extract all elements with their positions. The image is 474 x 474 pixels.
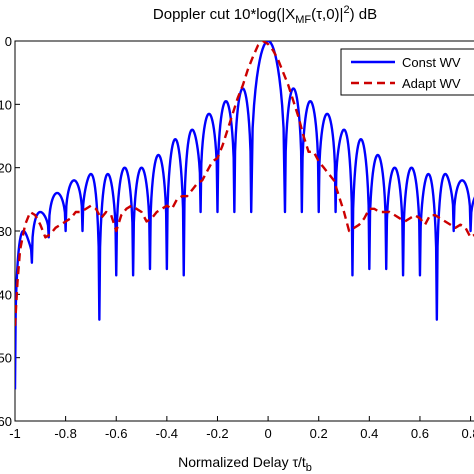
plot-area xyxy=(14,40,474,422)
x-tick-label: -0.2 xyxy=(206,426,228,441)
series-line-adapt-wv xyxy=(15,41,474,327)
x-tick-label: 0.8 xyxy=(462,426,474,441)
chart-title-mid: (τ,0)| xyxy=(311,6,343,23)
x-tick-label: 0.2 xyxy=(310,426,328,441)
x-tick-label: -0.8 xyxy=(54,426,76,441)
x-tick-label: -0.6 xyxy=(105,426,127,441)
x-axis-label: Normalized Delay τ/tb xyxy=(178,454,312,474)
x-tick-label: 0.4 xyxy=(360,426,378,441)
series-layer xyxy=(15,41,474,390)
legend-box xyxy=(340,48,474,96)
y-tick-label: 30 xyxy=(0,224,12,239)
y-tick-label: 10 xyxy=(0,97,12,112)
x-tick-label: -0.4 xyxy=(156,426,178,441)
y-tick-label: 50 xyxy=(0,351,12,366)
x-tick-label: 0 xyxy=(264,426,271,441)
x-axis: -1 -0.8 -0.6 -0.4 -0.2 0 0.2 0.4 0.6 0.8 xyxy=(9,416,474,441)
chart-title-sub: MF xyxy=(295,14,311,26)
y-tick-label: 0 xyxy=(5,34,12,49)
chart-title-sup: 2 xyxy=(343,4,349,16)
chart-title: Doppler cut 10*log(|XMF(τ,0)|2) dB xyxy=(153,4,377,26)
y-tick-label: 40 xyxy=(0,287,12,302)
x-tick-label: -1 xyxy=(9,426,21,441)
legend-label-const-wv: Const WV xyxy=(402,55,461,70)
legend-label-adapt-wv: Adapt WV xyxy=(402,76,461,91)
x-axis-label-sub: b xyxy=(306,462,312,474)
x-tick-label: 0.6 xyxy=(411,426,429,441)
legend: Const WV Adapt WV xyxy=(340,48,474,96)
x-axis-label-main: Normalized Delay τ/t xyxy=(178,454,306,470)
chart-title-main: Doppler cut 10*log(|X xyxy=(153,6,295,23)
y-tick-label: 60 xyxy=(0,414,12,429)
chart-title-end: ) dB xyxy=(350,6,378,23)
y-tick-label: 20 xyxy=(0,161,12,176)
